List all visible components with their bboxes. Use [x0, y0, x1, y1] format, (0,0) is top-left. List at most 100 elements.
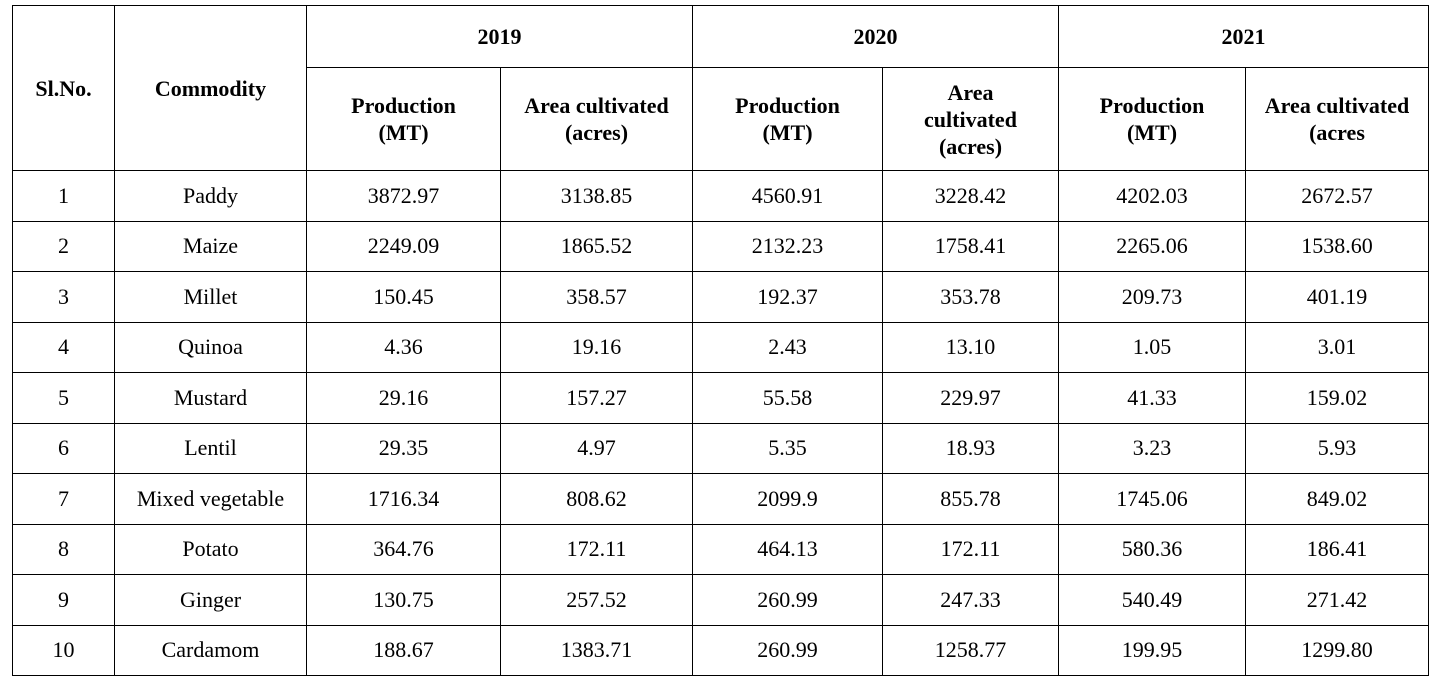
cell-2019-production: 4.36	[306, 321, 501, 373]
cell-2019-production: 29.16	[306, 372, 501, 424]
cell-2019-area: 358.57	[500, 271, 693, 323]
header-2020-production: Production (MT)	[692, 67, 883, 171]
cell-2019-production: 188.67	[306, 624, 501, 676]
cell-2019-area: 4.97	[500, 422, 693, 474]
header-line: (MT)	[762, 120, 813, 145]
cell-2021-production: 41.33	[1058, 372, 1246, 424]
header-slno: Sl.No.	[12, 5, 115, 171]
cell-2020-area: 229.97	[882, 372, 1059, 424]
cell-2020-production: 55.58	[692, 372, 883, 424]
cell-2021-area: 159.02	[1245, 372, 1429, 424]
cell-2019-production: 29.35	[306, 422, 501, 474]
cell-2021-area: 849.02	[1245, 473, 1429, 525]
cell-2019-area: 257.52	[500, 574, 693, 626]
cell-2019-area: 157.27	[500, 372, 693, 424]
cell-slno: 3	[12, 271, 115, 323]
cell-2021-production: 1.05	[1058, 321, 1246, 373]
cell-slno: 1	[12, 170, 115, 222]
cell-2020-area: 13.10	[882, 321, 1059, 373]
cell-2020-production: 2.43	[692, 321, 883, 373]
cell-2021-production: 209.73	[1058, 271, 1246, 323]
cell-2020-area: 855.78	[882, 473, 1059, 525]
cell-2021-area: 1299.80	[1245, 624, 1429, 676]
cell-slno: 6	[12, 422, 115, 474]
header-2019-production: Production (MT)	[306, 67, 501, 171]
cell-slno: 10	[12, 624, 115, 676]
cell-2020-area: 1758.41	[882, 220, 1059, 272]
cell-commodity: Mustard	[114, 372, 307, 424]
cell-commodity: Cardamom	[114, 624, 307, 676]
table-row: 4 Quinoa 4.36 19.16 2.43 13.10 1.05 3.01	[12, 321, 1429, 373]
cell-2019-area: 808.62	[500, 473, 693, 525]
header-commodity: Commodity	[114, 5, 307, 171]
header-line: Area cultivated	[524, 93, 669, 118]
cell-2021-area: 1538.60	[1245, 220, 1429, 272]
cell-2021-production: 1745.06	[1058, 473, 1246, 525]
table-row: 6 Lentil 29.35 4.97 5.35 18.93 3.23 5.93	[12, 422, 1429, 474]
cell-commodity: Paddy	[114, 170, 307, 222]
header-row-measures: Production (MT) Area cultivated (acres) Pr…	[13, 67, 1429, 171]
header-line: Area cultivated	[1264, 93, 1410, 118]
cell-2020-area: 1258.77	[882, 624, 1059, 676]
cell-slno: 4	[12, 321, 115, 373]
cell-2020-area: 172.11	[882, 523, 1059, 575]
cell-commodity: Potato	[114, 523, 307, 575]
cell-2021-area: 3.01	[1245, 321, 1429, 373]
cell-2021-area: 2672.57	[1245, 170, 1429, 222]
table-row: 1 Paddy 3872.97 3138.85 4560.91 3228.42 4202.0…	[12, 170, 1429, 222]
cell-2019-production: 150.45	[306, 271, 501, 323]
table-body: 1 Paddy 3872.97 3138.85 4560.91 3228.42 4202.0…	[12, 170, 1429, 676]
cell-2019-area: 172.11	[500, 523, 693, 575]
table-header: Sl.No. Commodity 2019 2020 2021 Producti…	[12, 5, 1429, 171]
cell-commodity: Lentil	[114, 422, 307, 474]
cell-2021-production: 3.23	[1058, 422, 1246, 474]
cell-slno: 8	[12, 523, 115, 575]
cell-2021-production: 580.36	[1058, 523, 1246, 575]
cell-commodity: Quinoa	[114, 321, 307, 373]
header-year-2020: 2020	[692, 5, 1059, 68]
cell-2020-area: 247.33	[882, 574, 1059, 626]
table-row: 8 Potato 364.76 172.11 464.13 172.11 580.36 186…	[12, 523, 1429, 575]
cell-2019-production: 364.76	[306, 523, 501, 575]
table-row: 2 Maize 2249.09 1865.52 2132.23 1758.41 2265.0…	[12, 220, 1429, 272]
header-year-2019: 2019	[306, 5, 693, 68]
cell-2020-production: 4560.91	[692, 170, 883, 222]
cell-2020-production: 5.35	[692, 422, 883, 474]
cell-commodity: Ginger	[114, 574, 307, 626]
production-area-table: Sl.No. Commodity 2019 2020 2021 Producti…	[12, 5, 1429, 676]
header-line: Production	[1099, 93, 1205, 118]
cell-2021-production: 2265.06	[1058, 220, 1246, 272]
cell-2019-area: 3138.85	[500, 170, 693, 222]
cell-2020-production: 192.37	[692, 271, 883, 323]
cell-2021-production: 540.49	[1058, 574, 1246, 626]
cell-2020-production: 464.13	[692, 523, 883, 575]
cell-2020-production: 2099.9	[692, 473, 883, 525]
cell-2019-area: 1383.71	[500, 624, 693, 676]
header-line: (acres)	[938, 133, 1003, 159]
header-line: (acres)	[564, 120, 629, 145]
table-row: 9 Ginger 130.75 257.52 260.99 247.33 540.49 271…	[12, 574, 1429, 626]
header-line: (MT)	[1126, 120, 1178, 145]
cell-commodity: Mixed vegetable	[114, 473, 307, 525]
cell-2019-area: 19.16	[500, 321, 693, 373]
cell-2019-production: 2249.09	[306, 220, 501, 272]
cell-2021-area: 401.19	[1245, 271, 1429, 323]
cell-2021-production: 4202.03	[1058, 170, 1246, 222]
cell-2019-production: 1716.34	[306, 473, 501, 525]
cell-slno: 7	[12, 473, 115, 525]
header-2021-production: Production (MT)	[1058, 67, 1246, 171]
cell-2019-production: 130.75	[306, 574, 501, 626]
cell-2020-production: 260.99	[692, 624, 883, 676]
table-row: 5 Mustard 29.16 157.27 55.58 229.97 41.33 159.0…	[12, 372, 1429, 424]
table-row: 7 Mixed vegetable 1716.34 808.62 2099.9 855.7…	[12, 473, 1429, 525]
table-row: 3 Millet 150.45 358.57 192.37 353.78 209.73 401…	[12, 271, 1429, 323]
cell-2020-area: 18.93	[882, 422, 1059, 474]
cell-2020-production: 260.99	[692, 574, 883, 626]
cell-2020-area: 353.78	[882, 271, 1059, 323]
cell-2021-production: 199.95	[1058, 624, 1246, 676]
table-row: 10 Cardamom 188.67 1383.71 260.99 1258.77 199.…	[12, 624, 1429, 676]
header-row-years: Sl.No. Commodity 2019 2020 2021	[12, 5, 1429, 171]
cell-2020-area: 3228.42	[882, 170, 1059, 222]
cell-slno: 2	[12, 220, 115, 272]
header-line: Production	[735, 93, 840, 118]
